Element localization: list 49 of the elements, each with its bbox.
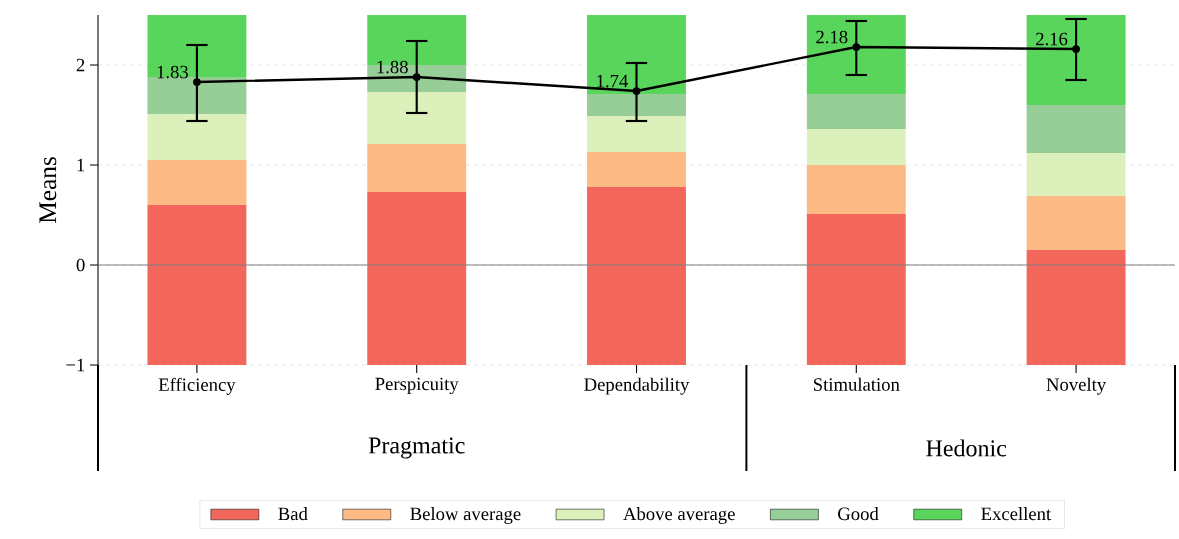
bar [1026, 152, 1126, 196]
point [632, 87, 641, 95]
bar [806, 93, 906, 129]
y-axis-title: Means [39, 157, 57, 224]
legend-label: Below average [410, 507, 521, 525]
point [193, 78, 201, 86]
data-label: 2.16 [1036, 32, 1068, 46]
bar [147, 114, 247, 160]
y-tick-label: 0 [76, 258, 85, 272]
x-tick-label: Novelty [1046, 377, 1107, 395]
data-label: 1.83 [157, 65, 189, 79]
legend-label: Bad [278, 507, 308, 521]
bar [806, 213, 906, 365]
bar [806, 128, 906, 165]
bar [587, 115, 686, 152]
bar [367, 91, 467, 144]
text: Hedonic [926, 439, 1007, 457]
bar [1026, 249, 1126, 365]
text: Pragmatic [368, 437, 465, 459]
legend-label: Good [838, 507, 879, 521]
bar [147, 204, 247, 365]
bar [147, 14, 247, 77]
y-tick-label: 1 [77, 158, 85, 172]
point [1072, 45, 1080, 53]
bar [147, 159, 247, 205]
bar [1026, 195, 1126, 250]
data-label: 1.74 [597, 74, 629, 88]
point [852, 43, 861, 51]
data-label: 1.88 [377, 60, 408, 74]
bar [806, 164, 906, 214]
bar [806, 14, 906, 94]
x-tick-label: Efficiency [158, 377, 236, 395]
x-tick-label: Dependability [584, 377, 690, 395]
bar [1026, 104, 1126, 153]
bar [587, 14, 686, 94]
y-tick-label: −1 [66, 358, 85, 372]
point [412, 73, 421, 81]
bar [367, 191, 467, 365]
bar [367, 143, 467, 192]
bar [587, 186, 686, 365]
bar [587, 151, 686, 187]
bar [587, 93, 686, 116]
y-tick-label: 2 [76, 58, 85, 72]
legend-label: Above average [623, 507, 735, 525]
data-label: 2.18 [816, 30, 848, 44]
bar [1026, 14, 1126, 105]
legend-label: Excellent [981, 507, 1052, 521]
x-tick-label: Stimulation [813, 377, 900, 391]
x-tick-label: Perspicuity [375, 377, 459, 395]
